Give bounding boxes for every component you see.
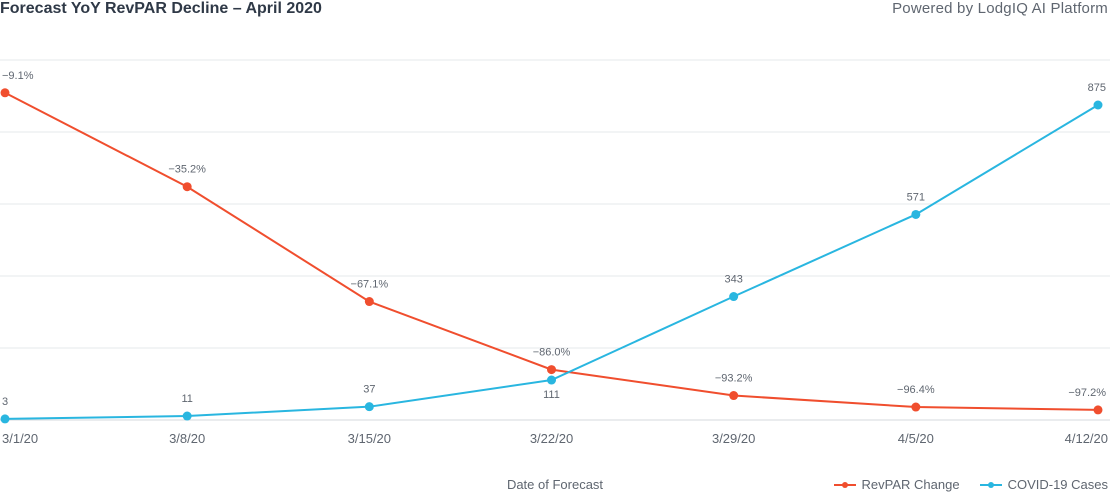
- legend-label-covid: COVID-19 Cases: [1007, 477, 1108, 492]
- revpar-change-line: [4, 91, 1099, 411]
- revpar-data-point[interactable]: [1093, 405, 1103, 415]
- legend-item-revpar[interactable]: RevPAR Change: [833, 477, 960, 492]
- x-tick-label: 3/29/20: [712, 431, 755, 446]
- line-chart: −9.1% −35.2% −67.1% −86.0% −93.2% −96.4% −97.2…: [0, 59, 1110, 446]
- covid-data-label: 3: [2, 396, 8, 408]
- revpar-data-label: −96.4%: [897, 384, 935, 396]
- revpar-data-label: −97.2%: [1068, 387, 1106, 399]
- powered-by-label: Powered by LodgIQ AI Platform: [892, 0, 1108, 17]
- revpar-data-point[interactable]: [0, 88, 10, 98]
- legend-label-revpar: RevPAR Change: [861, 477, 960, 492]
- x-tick-label: 3/22/20: [530, 431, 573, 446]
- covid-data-point[interactable]: [547, 375, 556, 385]
- covid-data-point[interactable]: [0, 414, 10, 424]
- x-tick-label: 4/5/20: [898, 431, 934, 446]
- revpar-data-label: −9.1%: [2, 70, 34, 82]
- x-tick-label: 4/12/20: [1065, 431, 1108, 446]
- revpar-data-point[interactable]: [911, 402, 921, 412]
- covid-data-label: 111: [543, 389, 560, 401]
- revpar-data-point[interactable]: [182, 182, 192, 192]
- legend-item-covid[interactable]: COVID-19 Cases: [979, 477, 1108, 492]
- x-tick-label: 3/1/20: [2, 431, 38, 446]
- x-axis-label: Date of Forecast: [506, 477, 604, 492]
- covid-data-point[interactable]: [364, 402, 374, 412]
- x-tick-label: 3/8/20: [169, 431, 205, 446]
- covid-legend-swatch: [979, 481, 1002, 488]
- revpar-data-point[interactable]: [547, 365, 556, 375]
- revpar-legend-swatch: [833, 481, 856, 488]
- revpar-data-point[interactable]: [729, 391, 739, 401]
- revpar-data-label: −67.1%: [351, 279, 389, 291]
- revpar-data-label: −35.2%: [168, 164, 206, 176]
- covid-data-point[interactable]: [729, 292, 739, 302]
- covid-data-label: 37: [363, 384, 375, 396]
- covid-data-label: 343: [724, 274, 742, 286]
- revpar-data-label: −86.0%: [533, 347, 571, 359]
- covid-data-point[interactable]: [911, 209, 921, 219]
- covid-data-label: 875: [1088, 82, 1106, 94]
- covid-data-label: 571: [907, 191, 925, 203]
- x-tick-label: 3/15/20: [348, 431, 391, 446]
- legend: RevPAR Change COVID-19 Cases: [833, 477, 1108, 492]
- revpar-data-label: −93.2%: [715, 373, 753, 385]
- covid-data-point[interactable]: [1093, 100, 1103, 110]
- covid-data-point[interactable]: [182, 411, 192, 421]
- covid-data-label: 11: [181, 393, 192, 405]
- chart-title: Forecast YoY RevPAR Decline – April 2020: [0, 0, 322, 17]
- revpar-data-point[interactable]: [364, 297, 374, 307]
